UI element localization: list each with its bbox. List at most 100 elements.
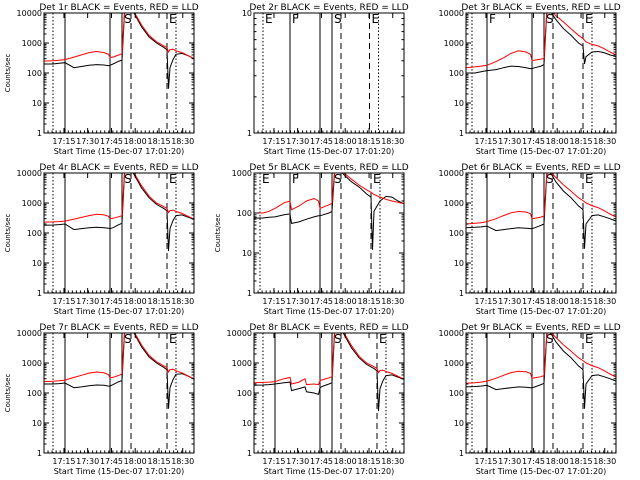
x-tick-label: 17:45 (310, 457, 333, 466)
y-tick-label: 1 (37, 449, 42, 458)
x-tick-label: 17:45 (100, 297, 123, 306)
x-tick-label: 18:30 (171, 297, 194, 306)
x-tick-label: 17:15 (262, 297, 285, 306)
x-tick-label: 17:15 (52, 137, 75, 146)
y-tick-label: 1000 (22, 39, 42, 48)
y-tick-label: 10000 (17, 9, 42, 18)
y-tick-label: 1 (37, 289, 42, 298)
y-tick-label: 10000 (227, 329, 252, 338)
event-marker-label: S (546, 12, 554, 26)
x-tick-label: 18:15 (148, 457, 171, 466)
x-tick-label: 18:15 (358, 457, 381, 466)
series-line-events (44, 13, 194, 89)
event-marker-label: E (169, 12, 177, 26)
y-tick-label: 1 (247, 289, 252, 298)
y-tick-label: 10 (454, 419, 464, 428)
x-tick-label: 18:00 (546, 457, 569, 466)
event-marker-label: S (334, 172, 342, 186)
plot-frame (253, 172, 405, 294)
event-marker-label: S (334, 332, 342, 346)
x-axis-label: Start Time (15-Dec-07 17:01:20) (476, 147, 607, 156)
y-tick-label: 100 (237, 389, 252, 398)
plot-frame (253, 12, 405, 134)
y-tick-label: 1 (247, 129, 252, 138)
x-tick-label: 17:45 (522, 297, 545, 306)
x-tick-label: 17:30 (286, 297, 309, 306)
event-marker-label: S (546, 172, 554, 186)
event-marker-label: E (585, 332, 593, 346)
y-tick-label: 10000 (17, 169, 42, 178)
event-marker-label: E (585, 12, 593, 26)
y-tick-label: 1000 (444, 199, 464, 208)
y-tick-label: 100 (449, 229, 464, 238)
event-marker-label: S (124, 172, 132, 186)
x-tick-label: 18:00 (124, 297, 147, 306)
y-tick-label: 1 (247, 449, 252, 458)
y-tick-label: 100 (449, 69, 464, 78)
x-tick-label: 18:00 (334, 297, 357, 306)
x-tick-label: 17:30 (286, 457, 309, 466)
y-tick-label: 1 (37, 129, 42, 138)
x-tick-label: 18:15 (570, 297, 593, 306)
x-tick-label: 17:15 (262, 137, 285, 146)
series-line-events (44, 333, 194, 409)
x-axis-label: Start Time (15-Dec-07 17:01:20) (54, 307, 185, 316)
x-tick-label: 17:15 (52, 457, 75, 466)
x-tick-label: 18:00 (124, 457, 147, 466)
panel-title: Det 1r BLACK = Events, RED = LLD (39, 3, 198, 13)
y-tick-label: 100 (449, 389, 464, 398)
y-tick-label: 10 (454, 259, 464, 268)
panel-title: Det 3r BLACK = Events, RED = LLD (461, 3, 620, 13)
x-tick-label: 18:00 (124, 137, 147, 146)
y-axis-label: Counts/sec (4, 54, 12, 93)
series-line-events (254, 333, 404, 412)
series-line-lld (44, 173, 194, 223)
y-tick-label: 1 (459, 129, 464, 138)
x-axis-label: Start Time (15-Dec-07 17:01:20) (54, 467, 185, 476)
y-tick-label: 1000 (232, 169, 252, 178)
y-tick-label: 1 (459, 289, 464, 298)
x-tick-label: 17:45 (522, 137, 545, 146)
x-tick-label: 18:30 (593, 137, 616, 146)
x-tick-label: 18:15 (358, 137, 381, 146)
y-tick-label: 10000 (17, 329, 42, 338)
y-tick-label: 10 (454, 99, 464, 108)
x-tick-label: 18:30 (593, 297, 616, 306)
x-axis-label: Start Time (15-Dec-07 17:01:20) (476, 467, 607, 476)
x-tick-label: 17:30 (76, 457, 99, 466)
x-tick-label: 18:30 (381, 457, 404, 466)
y-tick-label: 1000 (22, 199, 42, 208)
event-marker-label: E (169, 172, 177, 186)
x-tick-label: 17:30 (498, 297, 521, 306)
event-marker-label: S (546, 332, 554, 346)
x-tick-label: 17:45 (100, 137, 123, 146)
y-axis-label: Counts/sec (4, 374, 12, 413)
x-tick-label: 17:45 (100, 457, 123, 466)
panels-group: Det 1r BLACK = Events, RED = LLD S E 1 10 100… (4, 3, 621, 476)
x-tick-label: 17:45 (310, 137, 333, 146)
y-tick-label: 10 (242, 9, 252, 18)
y-tick-label: 10 (32, 259, 42, 268)
y-tick-label: 1000 (22, 359, 42, 368)
x-tick-label: 18:15 (570, 457, 593, 466)
y-tick-label: 10000 (439, 169, 464, 178)
panel-title: Det 2r BLACK = Events, RED = LLD (249, 3, 408, 13)
y-axis-label: Counts/sec (4, 214, 12, 253)
x-tick-label: 18:00 (334, 137, 357, 146)
y-tick-label: 1 (459, 449, 464, 458)
y-tick-label: 10 (32, 99, 42, 108)
event-marker-label: E (379, 332, 387, 346)
x-tick-label: 18:15 (148, 297, 171, 306)
y-tick-label: 1000 (444, 39, 464, 48)
y-tick-label: 1000 (444, 359, 464, 368)
event-marker-label: F (292, 12, 299, 26)
y-tick-label: 10 (242, 249, 252, 258)
x-tick-label: 18:30 (381, 297, 404, 306)
